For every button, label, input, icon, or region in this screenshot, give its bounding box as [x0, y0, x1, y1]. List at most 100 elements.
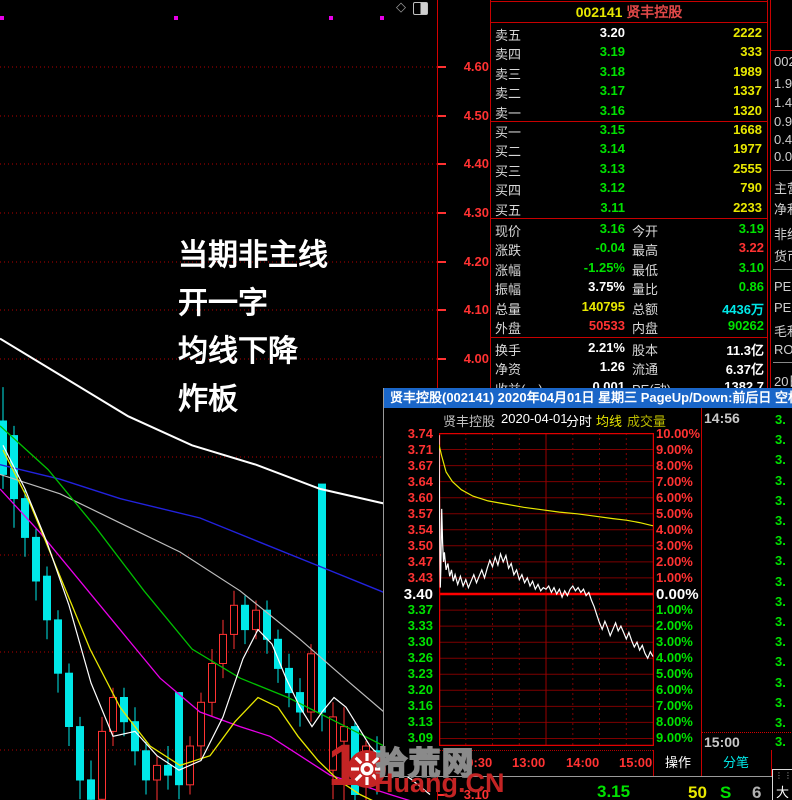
orderbook-row[interactable]: 买二 3.14 1977: [490, 141, 768, 160]
f10-row-fragment: 002: [774, 54, 792, 69]
popup-mode-label[interactable]: 分时: [566, 414, 593, 429]
kline-axis-label: 3.10: [463, 787, 489, 800]
tab-divider: [771, 750, 772, 777]
orderbook-row[interactable]: 买一 3.15 1668: [490, 122, 768, 141]
orderbook-price: 3.12: [599, 180, 625, 196]
tick-price: 3.: [775, 533, 786, 549]
f10-divider: [773, 269, 792, 270]
f10-divider: [771, 50, 792, 51]
stat-value: 4436万: [722, 301, 764, 317]
diamond-icon[interactable]: ◇: [396, 0, 406, 14]
orderbook-volume: 790: [740, 180, 762, 196]
orderbook-row[interactable]: 卖三 3.18 1989: [490, 64, 768, 83]
popup-avg-label[interactable]: 均线: [596, 414, 623, 429]
trade-count: 6: [752, 783, 762, 800]
popup-volume-label[interactable]: 成交量: [627, 414, 667, 429]
kline-axis-label: 4.10: [463, 302, 489, 317]
kline-axis-tick: [438, 794, 446, 796]
time-axis-label: 13:00: [512, 755, 546, 770]
orderbook-label: 卖三: [495, 66, 522, 82]
popup-clock: 14:56: [704, 410, 740, 426]
tick-price: 3.: [775, 654, 786, 670]
split-view-icon[interactable]: [413, 2, 428, 15]
tick-price: 3.: [775, 715, 786, 730]
corner-panel-fragment[interactable]: ⋮⋮ 大: [772, 769, 792, 800]
tick-price: 3.: [775, 674, 786, 690]
intraday-pct-label: 5.00%: [656, 505, 693, 521]
intraday-pct-label: 3.00%: [656, 537, 693, 553]
tick-price: 3.: [775, 734, 786, 749]
kline-axis-tick: [438, 66, 446, 68]
f10-row-fragment: 非经: [774, 227, 792, 242]
intraday-pct-label: 2.00%: [656, 553, 693, 569]
orderbook-label: 卖四: [495, 47, 522, 63]
quote-panel: 002141 贤丰控股 卖五 3.20 2222 卖四 3.19 333 卖三 3.18 198…: [490, 0, 768, 400]
orderbook-row[interactable]: 卖二 3.17 1337: [490, 83, 768, 102]
kline-axis-label: 4.30: [463, 205, 489, 220]
orderbook-label: 买一: [495, 125, 522, 140]
time-axis-label: 10:30: [459, 755, 493, 770]
intraday-price-label: 3.23: [407, 666, 433, 682]
orderbook-volume: 1337: [733, 83, 762, 99]
orderbook-row[interactable]: 买四 3.12 790: [490, 180, 768, 199]
stat-row: 外盘 50533 内盘 90262: [490, 318, 768, 337]
kline-axis-label: 4.40: [463, 156, 489, 171]
intraday-pct-label: 7.00%: [656, 698, 693, 714]
intraday-pct-label: 5.00%: [656, 666, 693, 682]
stat-label: 净资: [495, 362, 522, 378]
orderbook-volume: 1977: [733, 141, 762, 157]
intraday-pct-label: 9.00%: [656, 441, 693, 457]
kline-axis-tick: [438, 309, 446, 311]
intraday-price-label: 3.43: [407, 569, 433, 585]
intraday-price-label: 3.13: [407, 714, 433, 730]
magenta-dot: [174, 16, 178, 20]
tick-price: 3.: [775, 694, 786, 710]
tab-operations[interactable]: 操作: [664, 755, 691, 770]
f10-row-fragment: 0.9: [774, 114, 792, 129]
f10-mini-panel: 002 1.9 1.4 0.9 0.4 0.0 主营净利非经货币 PE PEG 毛利 RO 20日: [770, 0, 792, 400]
tab-tick[interactable]: 分笔: [722, 755, 749, 770]
f10-divider: [773, 362, 792, 363]
stat-label: 涨跌: [495, 243, 522, 259]
orderbook-row[interactable]: 买三 3.13 2555: [490, 161, 768, 180]
orderbook-row[interactable]: 卖一 3.16 1320: [490, 103, 768, 122]
intraday-price-label: 3.74: [407, 425, 433, 441]
intraday-pct-label: 8.00%: [656, 457, 693, 473]
kline-axis-label: 4.60: [463, 59, 489, 74]
tick-price: 3.: [775, 492, 786, 508]
quote-title[interactable]: 002141 贤丰控股: [490, 2, 768, 22]
popup-titlebar[interactable]: 贤丰控股(002141) 2020年04月01日 星期三 PageUp/Down…: [384, 388, 792, 408]
popup-date: 2020-04-01: [501, 411, 568, 426]
tick-price: 3.: [775, 593, 786, 609]
stat-value: 3.22: [738, 240, 764, 256]
intraday-pct-label: 1.00%: [656, 602, 693, 618]
orderbook-label: 买三: [495, 163, 522, 179]
intraday-pct-label: 8.00%: [656, 714, 693, 730]
stat-value: -0.04: [595, 240, 625, 256]
intraday-chart[interactable]: [439, 433, 654, 746]
stat-value: 3.10: [738, 259, 764, 275]
stat-label: 现价: [495, 224, 522, 239]
stat-value: 140795: [581, 298, 625, 314]
last-price: 3.15: [597, 782, 631, 800]
magenta-dot: [0, 16, 4, 20]
stat-value: 3.19: [738, 221, 764, 236]
orderbook-label: 卖二: [495, 86, 522, 102]
intraday-pct-label: 2.00%: [656, 618, 693, 634]
orderbook-row[interactable]: 卖四 3.19 333: [490, 44, 768, 63]
tick-price: 3.: [775, 553, 786, 569]
stat-label: 振幅: [495, 282, 522, 298]
tab-divider: [653, 750, 654, 777]
tick-price: 3.: [775, 573, 786, 589]
orderbook-volume: 333: [740, 44, 762, 60]
orderbook-price: 3.17: [599, 83, 625, 99]
stat-label: 内盘: [632, 321, 659, 336]
orderbook-row[interactable]: 买五 3.11 2233: [490, 200, 768, 219]
f10-row-fragment: 货币: [774, 249, 792, 264]
stat-label: 最低: [632, 262, 659, 278]
intraday-price-label: 3.50: [407, 537, 433, 553]
stat-row: 涨幅 -1.25% 最低 3.10: [490, 260, 768, 279]
orderbook-row[interactable]: 卖五 3.20 2222: [490, 25, 768, 44]
tick-price: 3.: [775, 634, 786, 650]
